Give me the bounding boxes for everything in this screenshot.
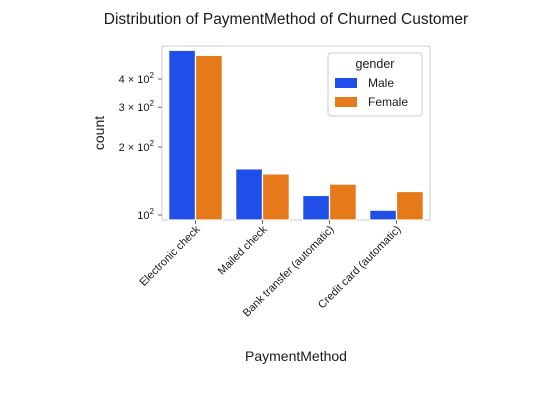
y-tick-label: 102	[137, 207, 154, 222]
legend-label-male: Male	[368, 76, 394, 90]
y-tick-label: 3 × 102	[119, 99, 155, 114]
y-axis-label: count	[91, 116, 107, 150]
bar-credit-card-automatic-female	[395, 190, 424, 221]
legend-swatch-male	[335, 78, 357, 88]
legend-swatch-female	[335, 97, 357, 107]
plot-frame	[161, 45, 431, 221]
bar-bank-transfer-automatic-male	[302, 194, 331, 221]
bar-electronic-check-male	[168, 49, 197, 221]
x-tick-label: Mailed check	[216, 223, 270, 277]
y-axis-ticks: 102 2 × 102 3 × 102 4 × 102	[119, 71, 162, 222]
bar-credit-card-automatic-male	[369, 209, 398, 221]
x-axis-label: PaymentMethod	[245, 348, 347, 364]
legend-label-female: Female	[368, 95, 408, 109]
bar-mailed-check-female	[261, 173, 290, 221]
legend: gender Male Female	[327, 52, 423, 117]
bar-mailed-check-male	[235, 168, 264, 221]
bar-bank-transfer-automatic-female	[328, 183, 357, 221]
y-tick-label: 2 × 102	[119, 139, 155, 154]
chart-title: Distribution of PaymentMethod of Churned…	[104, 11, 468, 28]
bar-electronic-check-female	[194, 54, 223, 221]
legend-title: gender	[356, 57, 395, 71]
bars-layer	[168, 49, 424, 221]
y-tick-label: 4 × 102	[119, 71, 155, 86]
x-tick-label: Electronic check	[138, 223, 203, 288]
